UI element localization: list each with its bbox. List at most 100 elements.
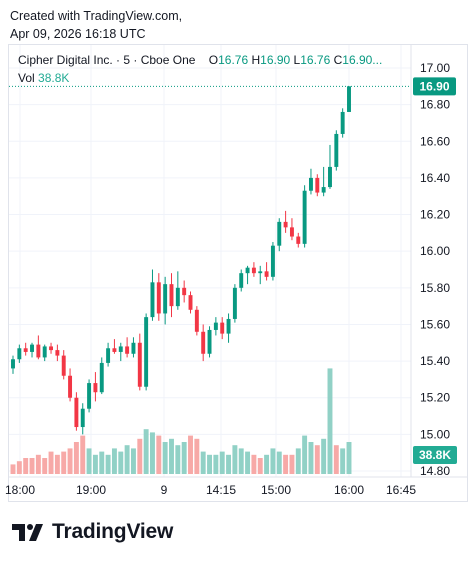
time-tick-label: 9 <box>161 483 168 497</box>
candle-body <box>277 221 282 246</box>
volume-bar <box>340 448 346 474</box>
candle-body <box>93 383 98 393</box>
volume-bar <box>245 451 251 474</box>
candle-body <box>118 346 123 352</box>
candle-body <box>23 348 28 352</box>
candle-body <box>340 111 345 134</box>
legend: Cipher Digital Inc. · 5 · Cboe One O 16.7… <box>18 52 382 86</box>
volume-bar <box>23 458 29 474</box>
candle-body <box>42 346 47 358</box>
candle-body <box>163 284 168 314</box>
volume-bar <box>175 445 181 474</box>
volume-bar <box>156 435 162 474</box>
watermark-header: Created with TradingView.com, Apr 09, 20… <box>10 7 182 43</box>
volume-bar <box>130 448 136 474</box>
price-tick-label: 16.60 <box>420 134 450 148</box>
candle-body <box>175 287 180 307</box>
legend-ohlc-row: Cipher Digital Inc. · 5 · Cboe One O 16.7… <box>18 52 382 68</box>
low-value: 16.76 <box>300 53 331 67</box>
time-tick-label: 19:00 <box>76 483 106 497</box>
grid-lines <box>9 45 411 477</box>
tradingview-logo-text: TradingView <box>52 520 174 543</box>
close-label: C <box>333 53 343 67</box>
candle-body <box>245 267 250 274</box>
timestamp-text: Apr 09, 2026 16:18 UTC <box>10 27 146 41</box>
candle-body <box>80 408 85 428</box>
volume-bar <box>67 448 73 474</box>
candle-body <box>49 346 54 351</box>
symbol-name[interactable]: Cipher Digital Inc. · 5 · Cboe One <box>18 53 196 67</box>
volume-bar <box>213 454 219 474</box>
volume-bar <box>238 448 244 474</box>
price-tick-label: 15.00 <box>420 427 450 441</box>
volume-bar <box>42 458 48 474</box>
tradingview-logo[interactable]: TradingView <box>12 520 173 544</box>
volume-bar <box>219 451 225 474</box>
candle-body <box>150 282 155 318</box>
candle-body <box>61 355 66 376</box>
volume-bar <box>118 451 124 474</box>
candle-body <box>296 236 301 244</box>
candle-body <box>125 346 130 354</box>
last-volume-badge[interactable]: 38.8K <box>413 446 457 464</box>
price-axis: 17.00 16.80 16.60 16.40 16.20 16.00 15.80 15.60… <box>420 61 450 478</box>
volume-bar <box>314 445 320 474</box>
candles <box>11 86 351 435</box>
time-axis: 18:00 19:00 9 14:15 15:00 16:00 16:45 <box>5 483 416 497</box>
candle-body <box>328 166 332 188</box>
volume-bar <box>200 451 206 474</box>
candle-body <box>264 271 269 277</box>
volume-bar <box>257 458 263 474</box>
candle-body <box>334 133 339 167</box>
volume-bar <box>29 458 35 474</box>
candle-body <box>315 177 320 193</box>
volume-bars <box>10 368 352 474</box>
time-tick-label: 15:00 <box>261 483 291 497</box>
price-tick-label: 17.00 <box>420 61 450 75</box>
candle-body <box>182 287 187 296</box>
last-volume-text: 38.8K <box>419 448 451 462</box>
last-price-badge[interactable]: 16.90 <box>413 77 456 96</box>
volume-bar <box>232 445 238 474</box>
volume-bar <box>302 435 308 474</box>
price-tick-label: 15.80 <box>420 281 450 295</box>
candle-body <box>239 273 244 288</box>
volume-bar <box>61 451 67 474</box>
volume-bar <box>295 448 301 474</box>
volume-bar <box>54 454 60 474</box>
candle-body <box>226 318 231 334</box>
volume-bar <box>207 454 212 474</box>
created-with-text: Created with TradingView.com, <box>10 9 183 23</box>
candle-body <box>112 348 117 352</box>
price-tick-label: 15.60 <box>420 317 450 331</box>
volume-bar <box>10 464 16 474</box>
volume-bar <box>137 438 143 474</box>
tradingview-logo-icon <box>12 524 43 541</box>
candle-body <box>36 344 41 358</box>
volume-bar <box>188 435 193 474</box>
volume-bar <box>289 454 295 474</box>
volume-bar <box>194 438 200 474</box>
open-label: O <box>208 53 219 67</box>
candle-body <box>289 227 294 237</box>
volume-bar <box>111 448 117 474</box>
price-tick-label: 16.40 <box>420 171 450 185</box>
time-tick-label: 16:45 <box>386 483 416 497</box>
candle-body <box>232 287 237 319</box>
time-tick-label: 14:15 <box>206 483 236 497</box>
volume-bar <box>16 461 22 474</box>
volume-bar <box>169 438 174 474</box>
volume-bar <box>264 454 270 474</box>
time-tick-label: 18:00 <box>5 483 35 497</box>
volume-bar <box>92 454 98 474</box>
volume-bar <box>276 451 282 474</box>
price-tick-label: 15.20 <box>420 391 450 405</box>
volume-bar <box>124 445 130 474</box>
candle-body <box>144 317 149 387</box>
volume-bar <box>327 368 333 474</box>
candle-body <box>194 309 199 332</box>
last-price-text: 16.90 <box>419 79 449 93</box>
candle-body <box>30 344 34 352</box>
candle-body <box>55 350 60 356</box>
